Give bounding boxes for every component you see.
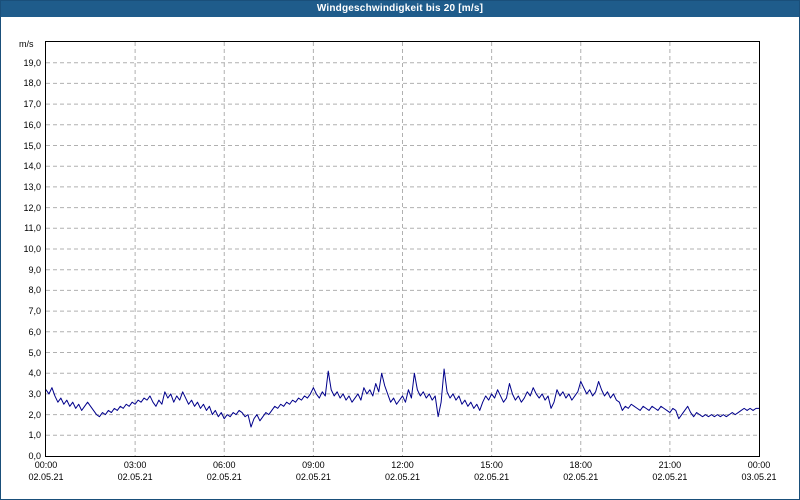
y-tick-label: 10,0 bbox=[23, 244, 41, 254]
x-tick-label: 12:00 02.05.21 bbox=[373, 459, 433, 483]
x-tick-label: 00:00 03.05.21 bbox=[729, 459, 789, 483]
y-tick-label: 7,0 bbox=[28, 306, 41, 317]
y-tick-label: 2,0 bbox=[28, 409, 41, 420]
x-tick-time: 00:00 bbox=[34, 460, 58, 470]
y-tick-label: 8,0 bbox=[28, 285, 41, 296]
x-tick-time: 03:00 bbox=[123, 460, 147, 470]
x-tick-label: 06:00 02.05.21 bbox=[194, 459, 254, 483]
y-tick-label: 3,0 bbox=[28, 388, 41, 399]
x-tick-date: 02.05.21 bbox=[563, 472, 599, 482]
x-tick-time: 06:00 bbox=[212, 460, 236, 470]
y-tick-label: 4,0 bbox=[28, 368, 41, 379]
x-tick-time: 12:00 bbox=[391, 460, 414, 470]
x-axis-tick-labels: 00:00 02.05.21 03:00 02.05.21 06:00 02.05.21 0… bbox=[28, 459, 776, 493]
wind-speed-series bbox=[46, 368, 759, 428]
x-tick-time: 00:00 bbox=[747, 460, 771, 470]
x-tick-time: 09:00 bbox=[302, 460, 325, 470]
x-tick-date: 02.05.21 bbox=[117, 472, 153, 482]
y-tick-label: 5,0 bbox=[28, 347, 41, 358]
x-tick-date: 02.05.21 bbox=[652, 472, 688, 482]
x-tick-label: 21:00 02.05.21 bbox=[640, 459, 700, 483]
x-tick-date: 02.05.21 bbox=[295, 472, 331, 482]
x-tick-label: 03:00 02.05.21 bbox=[105, 459, 165, 483]
x-tick-time: 15:00 bbox=[480, 460, 503, 470]
y-tick-label: 19,0 bbox=[23, 57, 41, 68]
x-tick-date: 02.05.21 bbox=[474, 472, 510, 482]
window-title: Windgeschwindigkeit bis 20 [m/s] bbox=[316, 3, 484, 14]
window-title-bar: Windgeschwindigkeit bis 20 [m/s] bbox=[1, 1, 799, 17]
y-tick-label: 16,0 bbox=[23, 119, 41, 130]
y-tick-label: 1,0 bbox=[28, 430, 41, 441]
y-tick-label: 6,0 bbox=[28, 326, 41, 337]
y-tick-label: 18,0 bbox=[23, 78, 41, 89]
y-tick-label: 13,0 bbox=[23, 181, 41, 192]
y-axis-tick-labels: 19,0 18,0 17,0 16,0 15,0 14,0 13,0 12,0 11,0 10,0… bbox=[1, 41, 41, 461]
x-tick-label: 15:00 02.05.21 bbox=[462, 459, 522, 483]
x-tick-date: 02.05.21 bbox=[384, 472, 421, 482]
x-tick-time: 21:00 bbox=[658, 460, 682, 470]
x-tick-date: 02.05.21 bbox=[28, 472, 64, 482]
y-tick-label: 15,0 bbox=[23, 140, 41, 151]
plot-area bbox=[45, 41, 760, 457]
x-tick-date: 02.05.21 bbox=[206, 472, 242, 482]
y-tick-label: 11,0 bbox=[24, 223, 41, 234]
x-tick-label: 00:00 02.05.21 bbox=[16, 459, 76, 483]
x-tick-label: 09:00 02.05.21 bbox=[283, 459, 343, 483]
x-tick-time: 18:00 bbox=[569, 460, 593, 470]
y-tick-label: 9,0 bbox=[28, 264, 41, 275]
x-tick-label: 18:00 02.05.21 bbox=[551, 459, 611, 483]
grid-lines bbox=[46, 42, 759, 456]
y-tick-label: 14,0 bbox=[23, 161, 41, 172]
y-tick-label: 0,0 bbox=[28, 451, 41, 461]
y-axis-unit-label: m/s bbox=[19, 39, 34, 49]
y-tick-label: 12,0 bbox=[23, 202, 41, 213]
y-tick-label: 17,0 bbox=[23, 99, 41, 110]
x-tick-date: 03.05.21 bbox=[741, 472, 777, 482]
